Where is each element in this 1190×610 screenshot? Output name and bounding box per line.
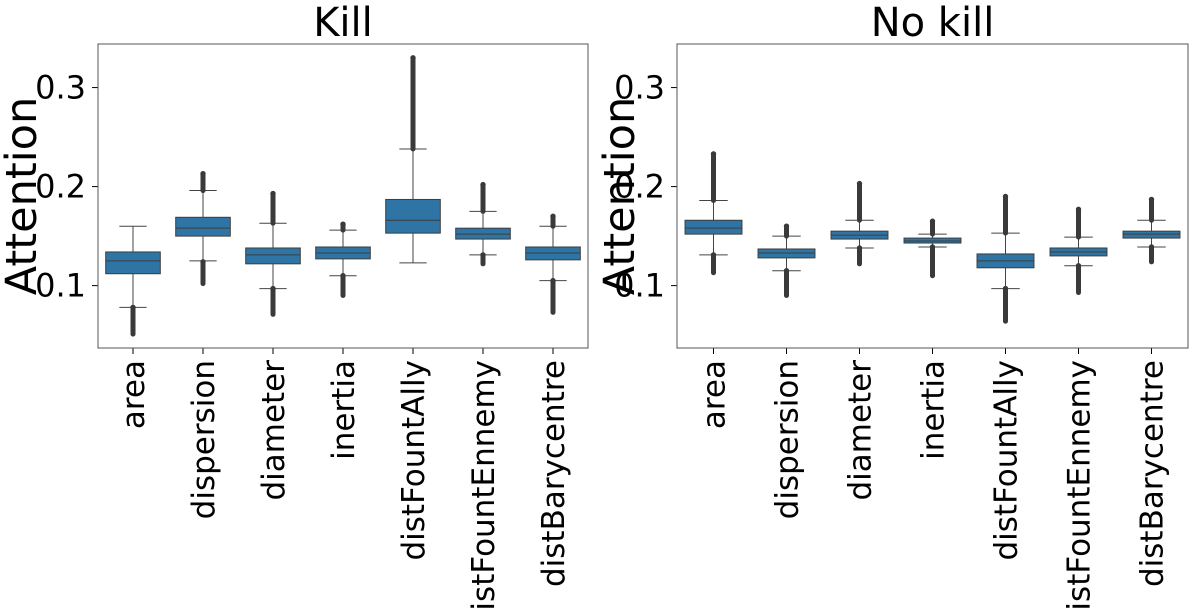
high-outlier-extreme <box>929 218 936 224</box>
high-outlier-extreme <box>1002 193 1009 200</box>
high-outlier-extreme <box>200 171 206 177</box>
y-tick-label: 0.2 <box>35 168 86 206</box>
low-outlier-extreme <box>200 259 206 265</box>
box-area <box>684 151 743 276</box>
high-outlier-extreme <box>856 180 863 187</box>
box-distFountAlly <box>976 193 1035 324</box>
x-tick-label: diameter <box>256 360 292 501</box>
box-inertia <box>903 218 962 279</box>
y-axis-label: Attention <box>595 97 645 295</box>
axes-frame <box>676 43 1189 349</box>
box-dispersion <box>757 223 816 299</box>
low-outlier-extreme <box>1148 244 1155 250</box>
iqr-box <box>385 198 441 234</box>
high-outlier-extreme <box>783 223 790 229</box>
box-diameter <box>245 190 301 317</box>
box-inertia <box>315 221 371 299</box>
x-tick-label: inertia <box>326 360 362 460</box>
y-tick-label: 0.1 <box>614 267 665 305</box>
box-dispersion <box>175 171 231 287</box>
low-outlier-extreme <box>270 285 276 292</box>
high-outlier-extreme <box>1148 196 1155 203</box>
x-tick-label: inertia <box>916 360 952 460</box>
x-tick-label: distBarycentre <box>1135 360 1171 587</box>
x-tick-label: dispersion <box>770 360 806 519</box>
x-tick-label: distFountEnnemy <box>1062 360 1098 610</box>
y-tick-label: 0.1 <box>35 267 86 305</box>
low-outlier-extreme <box>550 277 556 284</box>
box-distFountAlly <box>385 55 441 264</box>
x-tick-label: distFountAlly <box>396 360 432 561</box>
x-tick-label: distFountAlly <box>989 360 1025 561</box>
high-outlier-extreme <box>550 213 556 219</box>
low-outlier-extreme <box>710 252 717 258</box>
iqr-box <box>105 251 161 275</box>
y-tick-label: 0.3 <box>35 69 86 107</box>
box-distFountEnnemy <box>1049 206 1108 296</box>
box-area <box>105 225 161 337</box>
high-outlier-extreme <box>480 181 486 188</box>
low-outlier-extreme <box>130 304 136 311</box>
x-tick-label: distFountEnnemy <box>466 360 502 610</box>
high-outlier-extreme <box>710 151 717 157</box>
high-outlier-extreme <box>410 55 416 61</box>
low-outlier-extreme <box>929 244 936 250</box>
low-outlier-extreme <box>480 252 486 258</box>
box-diameter <box>830 180 889 267</box>
box-distFountEnnemy <box>455 181 511 267</box>
axes-frame <box>97 43 589 349</box>
chart-title: Kill <box>313 0 373 46</box>
high-outlier-extreme <box>270 190 276 197</box>
box-distBarycentre <box>525 213 581 315</box>
x-tick-label: dispersion <box>186 360 222 519</box>
x-tick-label: area <box>697 360 733 429</box>
x-tick-label: area <box>116 360 152 429</box>
low-outlier-extreme <box>856 245 863 251</box>
iqr-box <box>245 247 301 265</box>
y-tick-label: 0.2 <box>614 168 665 206</box>
high-outlier-extreme <box>1075 206 1082 213</box>
chart-title: No kill <box>871 0 995 46</box>
y-tick-label: 0.3 <box>614 69 665 107</box>
iqr-box <box>175 216 231 237</box>
x-tick-label: diameter <box>843 360 879 501</box>
low-outlier-extreme <box>783 268 790 274</box>
box-distBarycentre <box>1122 196 1181 265</box>
high-outlier-extreme <box>340 221 346 227</box>
low-outlier-extreme <box>1075 263 1082 269</box>
x-tick-label: distBarycentre <box>536 360 572 587</box>
low-outlier-extreme <box>340 273 346 279</box>
y-axis-label: Attention <box>0 97 47 295</box>
iqr-box <box>684 219 743 235</box>
low-outlier-extreme <box>1002 285 1009 292</box>
